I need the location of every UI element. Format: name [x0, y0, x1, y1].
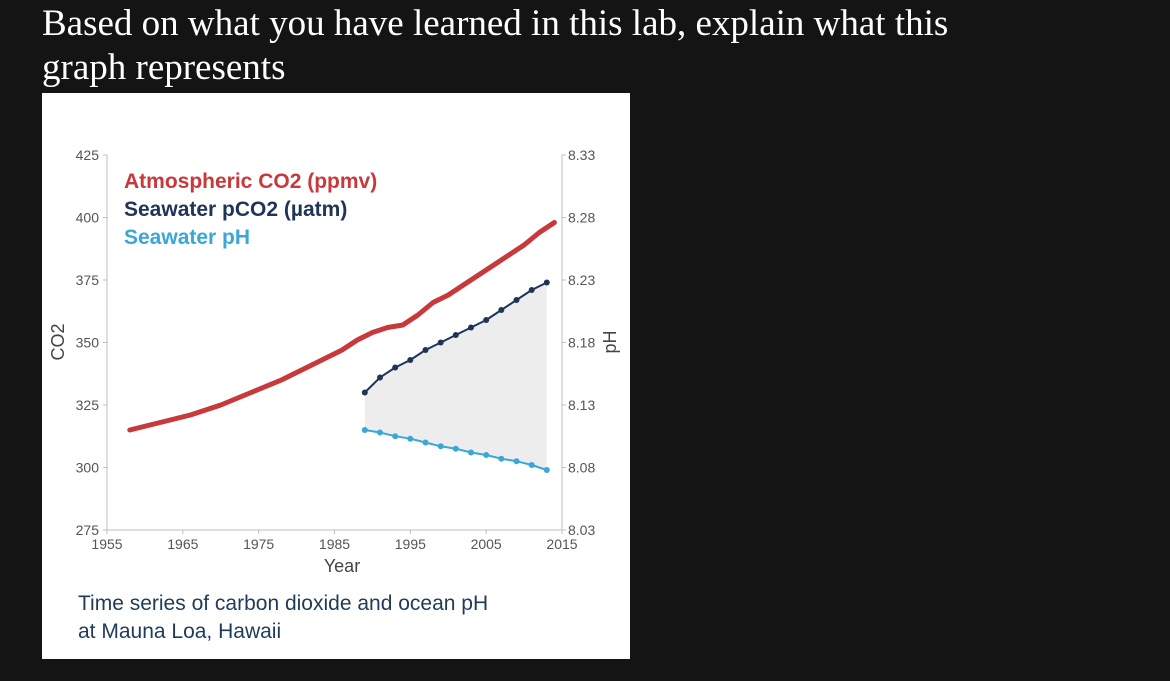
- atmospheric-co2-point: [355, 338, 359, 342]
- caption-line-2: at Mauna Loa, Hawaii: [78, 620, 282, 643]
- atmospheric-co2-point: [158, 421, 162, 424]
- atmospheric-co2-point: [507, 253, 511, 257]
- seawater-ph-point: [377, 429, 383, 436]
- left-tick-label: 400: [76, 210, 100, 226]
- atmospheric-co2-point: [128, 428, 132, 432]
- seawater-ph-point: [452, 445, 459, 452]
- slide-title: Based on what you have learned in this l…: [42, 2, 1142, 90]
- atmospheric-co2-point: [370, 331, 374, 334]
- atmospheric-co2-point: [477, 273, 481, 277]
- atmospheric-co2-point: [310, 363, 314, 367]
- left-tick-label: 275: [76, 522, 100, 538]
- seawater-ph-point: [528, 462, 535, 468]
- left-axis-ticks: 425 400 375 350 325 300 275: [76, 147, 107, 538]
- atmospheric-co2-point: [446, 293, 450, 297]
- legend-seawater-ph: Seawater pH: [124, 226, 250, 249]
- seawater-pco2-point: [361, 389, 368, 396]
- right-tick-label: 8.23: [568, 272, 595, 288]
- x-tick-label: 2005: [471, 536, 502, 552]
- x-tick-label: 1995: [395, 536, 426, 552]
- right-tick-label: 8.18: [568, 335, 595, 351]
- seawater-ph-point: [513, 458, 520, 465]
- figure-caption: Time series of carbon dioxide and ocean …: [78, 590, 598, 646]
- atmospheric-co2-point: [249, 391, 253, 394]
- seawater-pco2-point: [483, 317, 490, 323]
- left-tick-label: 375: [76, 272, 100, 288]
- right-tick-label: 8.33: [568, 147, 595, 163]
- seawater-ph-point: [498, 455, 505, 462]
- atmospheric-co2-point: [219, 403, 223, 407]
- x-axis-label: Year: [324, 556, 360, 576]
- right-axis-ticks: 8.33 8.28 8.23 8.18 8.13 8.08 8.03: [562, 147, 595, 538]
- seawater-pco2-point: [407, 357, 414, 363]
- atmospheric-co2-point: [416, 313, 420, 317]
- x-tick-label: 1965: [167, 536, 198, 552]
- seawater-pco2-point: [543, 279, 550, 286]
- left-tick-label: 300: [76, 460, 100, 476]
- x-tick-label: 2015: [546, 536, 577, 552]
- atmospheric-co2-point: [492, 263, 496, 267]
- seawater-pco2-point: [528, 287, 535, 293]
- caption-line-1: Time series of carbon dioxide and ocean …: [78, 592, 489, 615]
- left-tick-label: 425: [76, 147, 100, 163]
- left-axis-label: CO2: [48, 323, 68, 360]
- atmospheric-co2-point: [401, 323, 405, 327]
- seawater-pco2-point: [392, 364, 399, 371]
- slide-title-line-2: graph represents: [42, 47, 286, 88]
- atmospheric-co2-point: [340, 348, 344, 352]
- seawater-pco2-point: [422, 347, 429, 353]
- seawater-pco2-point: [513, 297, 520, 303]
- seawater-pco2-point: [377, 374, 383, 381]
- atmospheric-co2-point: [461, 283, 465, 287]
- pco2-ph-shaded-band: [364, 282, 547, 470]
- x-axis-ticks: 1955 1965 1975 1985 1995 2005 2015: [91, 530, 578, 552]
- right-axis-label: pH: [600, 330, 620, 353]
- left-tick-label: 325: [76, 397, 100, 413]
- seawater-pco2-point: [437, 339, 444, 346]
- atmospheric-co2-point: [279, 378, 283, 382]
- seawater-ph-point: [407, 435, 414, 442]
- seawater-ph-point: [422, 439, 429, 446]
- atmospheric-co2-point: [386, 326, 390, 329]
- seawater-ph-point: [468, 449, 474, 456]
- right-tick-label: 8.08: [568, 460, 595, 476]
- x-tick-label: 1985: [319, 536, 350, 552]
- seawater-pco2-point: [498, 307, 505, 313]
- seawater-ph-point: [483, 452, 490, 458]
- seawater-ph-point: [361, 427, 368, 433]
- seawater-pco2-point: [452, 332, 459, 338]
- right-tick-label: 8.03: [568, 522, 595, 538]
- seawater-ph-point: [543, 467, 550, 473]
- right-tick-label: 8.28: [568, 210, 595, 226]
- atmospheric-co2-point: [188, 413, 192, 417]
- seawater-pco2-point: [468, 324, 474, 331]
- figure-panel: 425 400 375 350 325 300 275 8.33 8.28 8.23 8.18 8.…: [42, 93, 630, 659]
- atmospheric-co2-point: [537, 231, 541, 234]
- atmospheric-co2-point: [522, 243, 526, 247]
- atmospheric-co2-series: [127, 220, 557, 433]
- atmospheric-co2-line: [127, 220, 557, 433]
- seawater-ph-series: [361, 427, 550, 473]
- atmospheric-co2-point: [431, 301, 435, 304]
- legend-seawater-pco2: Seawater pCO2 (µatm): [124, 198, 347, 221]
- seawater-ph-point: [437, 443, 444, 450]
- left-tick-label: 350: [76, 335, 100, 351]
- slide-title-line-1: Based on what you have learned in this l…: [42, 3, 949, 44]
- atmospheric-co2-point: [552, 221, 556, 224]
- seawater-pco2-series: [361, 279, 550, 396]
- right-tick-label: 8.13: [568, 397, 595, 413]
- seawater-ph-point: [392, 433, 399, 440]
- legend-atmospheric-co2: Atmospheric CO2 (ppmv): [124, 170, 377, 193]
- x-tick-label: 1955: [91, 536, 122, 552]
- x-tick-label: 1975: [243, 536, 274, 552]
